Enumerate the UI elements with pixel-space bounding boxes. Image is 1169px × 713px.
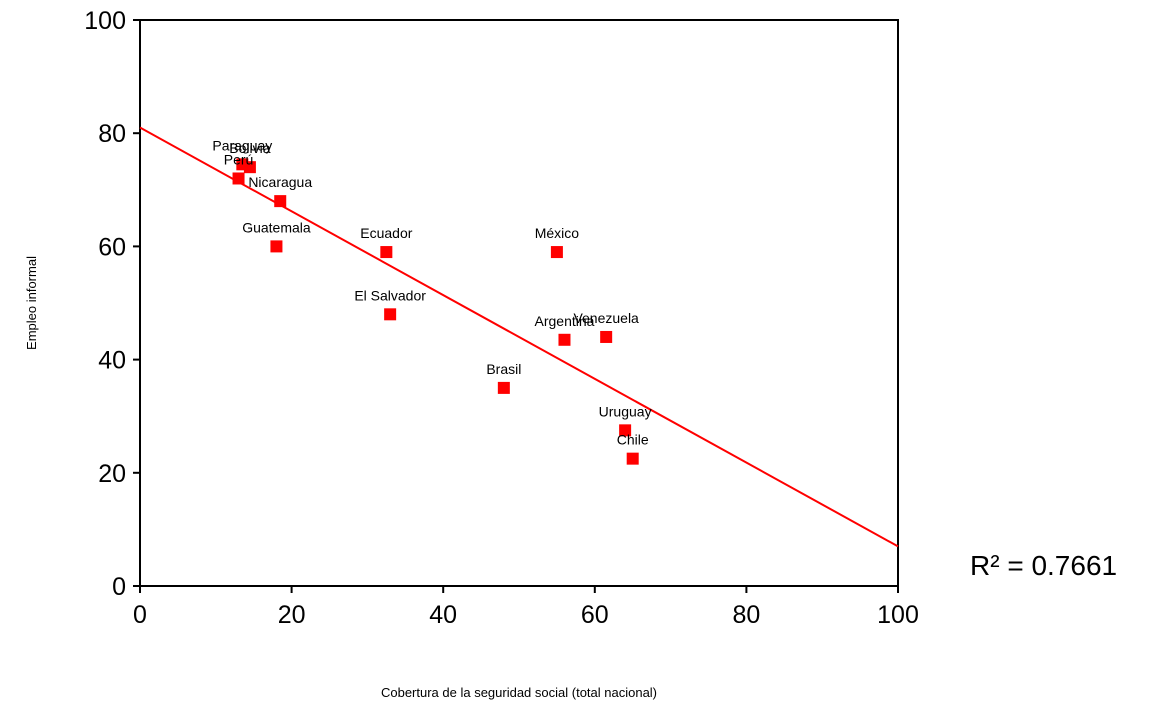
- x-tick-label: 40: [429, 601, 457, 629]
- data-point-label: México: [535, 225, 580, 241]
- y-tick-label: 0: [112, 573, 126, 601]
- data-point-label: Ecuador: [360, 225, 412, 241]
- data-point-label: Guatemala: [242, 219, 311, 235]
- data-point: [270, 240, 283, 253]
- data-point: [384, 308, 397, 321]
- data-point: [558, 333, 571, 346]
- x-tick-label: 60: [581, 601, 609, 629]
- data-point: [626, 452, 639, 465]
- data-point-label: Venezuela: [573, 310, 639, 326]
- trend-line: [139, 126, 899, 548]
- r-squared-annotation: R² = 0.7661: [970, 550, 1117, 581]
- data-point: [600, 330, 613, 343]
- data-point-label: Argentina: [535, 313, 595, 329]
- data-point-label: Chile: [617, 432, 649, 448]
- data-point: [550, 246, 563, 259]
- data-point-label: Nicaragua: [248, 174, 312, 190]
- data-point: [380, 246, 393, 259]
- data-point-label: El Salvador: [354, 287, 426, 303]
- x-tick-label: 100: [877, 601, 919, 629]
- y-tick-label: 60: [98, 233, 126, 261]
- plot-area-frame: [139, 19, 899, 587]
- y-tick-label: 40: [98, 347, 126, 375]
- x-axis-title: Cobertura de la seguridad social (total …: [381, 685, 657, 700]
- data-point-label: Paraguay: [212, 137, 272, 153]
- data-point: [274, 195, 287, 208]
- x-tick-label: 0: [133, 601, 147, 629]
- data-point: [619, 424, 632, 437]
- data-point: [243, 161, 256, 174]
- data-point-label: Brasil: [486, 361, 521, 377]
- data-point: [497, 381, 510, 394]
- data-point-label: Perú: [224, 151, 254, 167]
- data-point: [232, 172, 245, 185]
- y-tick-label: 20: [98, 460, 126, 488]
- x-tick-label: 20: [278, 601, 306, 629]
- y-tick-label: 80: [98, 120, 126, 148]
- y-axis-title: Empleo informal: [24, 256, 39, 350]
- data-point-label: Bolivia: [229, 140, 270, 156]
- y-tick-label: 100: [84, 7, 126, 35]
- data-point-label: Uruguay: [599, 403, 652, 419]
- x-tick-label: 80: [732, 601, 760, 629]
